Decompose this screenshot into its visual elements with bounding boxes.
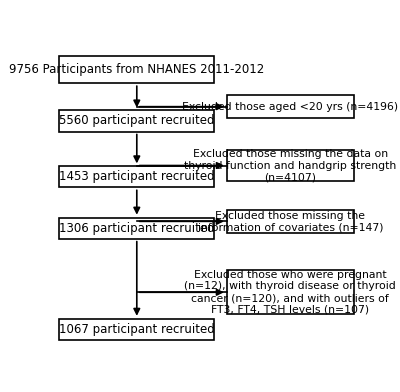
FancyBboxPatch shape: [227, 270, 354, 314]
Text: 5560 participant recruited: 5560 participant recruited: [59, 114, 214, 127]
Text: Excluded those missing the
information of covariates (n=147): Excluded those missing the information o…: [198, 211, 383, 232]
FancyBboxPatch shape: [227, 95, 354, 118]
Text: 9756 Participants from NHANES 2011-2012: 9756 Participants from NHANES 2011-2012: [9, 63, 264, 76]
FancyBboxPatch shape: [59, 319, 214, 340]
FancyBboxPatch shape: [59, 56, 214, 83]
FancyBboxPatch shape: [59, 218, 214, 239]
FancyBboxPatch shape: [227, 150, 354, 181]
Text: 1306 participant recruited: 1306 participant recruited: [59, 221, 215, 235]
FancyBboxPatch shape: [59, 166, 214, 187]
Text: Excluded those who were pregnant
(n=12), with thyroid disease or thyroid
cancer : Excluded those who were pregnant (n=12),…: [184, 270, 396, 315]
FancyBboxPatch shape: [59, 111, 214, 132]
FancyBboxPatch shape: [227, 210, 354, 233]
Text: Excluded those aged <20 yrs (n=4196): Excluded those aged <20 yrs (n=4196): [182, 102, 398, 112]
Text: Excluded those missing the data on
thyroid function and handgrip strength
(n=410: Excluded those missing the data on thyro…: [184, 149, 396, 182]
Text: 1067 participant recruited: 1067 participant recruited: [59, 323, 215, 336]
Text: 1453 participant recruited: 1453 participant recruited: [59, 171, 215, 183]
